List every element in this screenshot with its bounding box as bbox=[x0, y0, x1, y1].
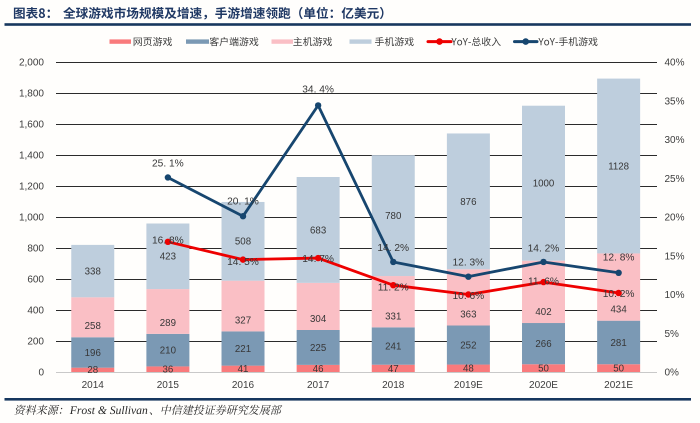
svg-text:423: 423 bbox=[160, 252, 176, 263]
svg-text:281: 281 bbox=[611, 338, 627, 349]
svg-text:14. 2%: 14. 2% bbox=[528, 243, 560, 254]
svg-text:1,000: 1,000 bbox=[19, 213, 44, 224]
svg-text:1128: 1128 bbox=[608, 161, 629, 172]
svg-text:47: 47 bbox=[388, 364, 399, 375]
svg-text:2015: 2015 bbox=[157, 380, 180, 391]
svg-text:28: 28 bbox=[87, 365, 98, 376]
svg-text:12. 3%: 12. 3% bbox=[453, 257, 485, 268]
svg-text:1,800: 1,800 bbox=[19, 89, 44, 100]
svg-text:11. 6%: 11. 6% bbox=[528, 276, 559, 287]
svg-text:11. 2%: 11. 2% bbox=[378, 282, 409, 293]
svg-text:2020E: 2020E bbox=[529, 380, 558, 391]
svg-text:331: 331 bbox=[385, 311, 401, 322]
svg-text:196: 196 bbox=[85, 348, 101, 359]
svg-text:434: 434 bbox=[611, 305, 628, 316]
svg-text:20%: 20% bbox=[665, 213, 685, 224]
svg-text:1,200: 1,200 bbox=[19, 182, 44, 193]
svg-text:241: 241 bbox=[385, 341, 401, 352]
svg-text:30%: 30% bbox=[665, 135, 685, 146]
svg-text:14. 7%: 14. 7% bbox=[302, 254, 334, 265]
svg-text:200: 200 bbox=[27, 337, 44, 348]
svg-text:40%: 40% bbox=[665, 58, 685, 69]
svg-text:2016: 2016 bbox=[232, 380, 255, 391]
svg-text:25. 1%: 25. 1% bbox=[152, 158, 184, 169]
svg-text:2017: 2017 bbox=[307, 380, 330, 391]
svg-text:363: 363 bbox=[460, 309, 476, 320]
svg-text:5%: 5% bbox=[665, 329, 680, 340]
svg-text:16. 8%: 16. 8% bbox=[152, 235, 184, 246]
svg-text:683: 683 bbox=[310, 225, 326, 236]
svg-text:14. 5%: 14. 5% bbox=[227, 257, 259, 268]
svg-text:34. 4%: 34. 4% bbox=[302, 84, 334, 95]
svg-text:2014: 2014 bbox=[82, 380, 105, 391]
svg-text:327: 327 bbox=[235, 315, 251, 326]
svg-text:15%: 15% bbox=[665, 251, 685, 262]
svg-text:876: 876 bbox=[460, 197, 476, 208]
svg-text:12. 8%: 12. 8% bbox=[603, 252, 635, 263]
svg-text:210: 210 bbox=[160, 346, 177, 357]
svg-text:10. 6%: 10. 6% bbox=[453, 291, 485, 302]
svg-text:50: 50 bbox=[613, 364, 624, 375]
svg-text:35%: 35% bbox=[665, 96, 685, 107]
svg-text:25%: 25% bbox=[665, 174, 685, 185]
svg-text:400: 400 bbox=[27, 306, 44, 317]
svg-text:10%: 10% bbox=[665, 290, 685, 301]
svg-text:258: 258 bbox=[85, 321, 101, 332]
svg-text:304: 304 bbox=[310, 314, 327, 325]
svg-text:338: 338 bbox=[85, 267, 101, 278]
svg-text:1000: 1000 bbox=[533, 179, 555, 190]
svg-text:225: 225 bbox=[310, 343, 326, 354]
svg-text:50: 50 bbox=[538, 364, 549, 375]
svg-text:1,600: 1,600 bbox=[19, 120, 44, 131]
svg-text:46: 46 bbox=[313, 364, 324, 375]
svg-text:780: 780 bbox=[385, 211, 402, 222]
svg-text:1,400: 1,400 bbox=[19, 151, 44, 162]
svg-text:10. 2%: 10. 2% bbox=[603, 289, 635, 300]
svg-text:402: 402 bbox=[535, 307, 551, 318]
svg-text:41: 41 bbox=[238, 364, 249, 375]
svg-text:800: 800 bbox=[27, 244, 44, 255]
svg-text:2019E: 2019E bbox=[454, 380, 483, 391]
svg-text:36: 36 bbox=[162, 365, 173, 376]
svg-text:48: 48 bbox=[463, 364, 474, 375]
svg-text:600: 600 bbox=[27, 275, 44, 286]
svg-text:20. 1%: 20. 1% bbox=[227, 196, 259, 207]
svg-text:252: 252 bbox=[460, 340, 476, 351]
svg-text:2021E: 2021E bbox=[604, 380, 633, 391]
svg-text:2,000: 2,000 bbox=[19, 58, 44, 69]
svg-text:221: 221 bbox=[235, 344, 251, 355]
svg-text:289: 289 bbox=[160, 318, 176, 329]
svg-text:508: 508 bbox=[235, 237, 251, 248]
svg-text:0: 0 bbox=[38, 368, 44, 379]
svg-text:2018: 2018 bbox=[382, 380, 405, 391]
svg-text:266: 266 bbox=[535, 339, 551, 350]
svg-text:14. 2%: 14. 2% bbox=[377, 243, 409, 254]
svg-text:0%: 0% bbox=[665, 368, 680, 379]
